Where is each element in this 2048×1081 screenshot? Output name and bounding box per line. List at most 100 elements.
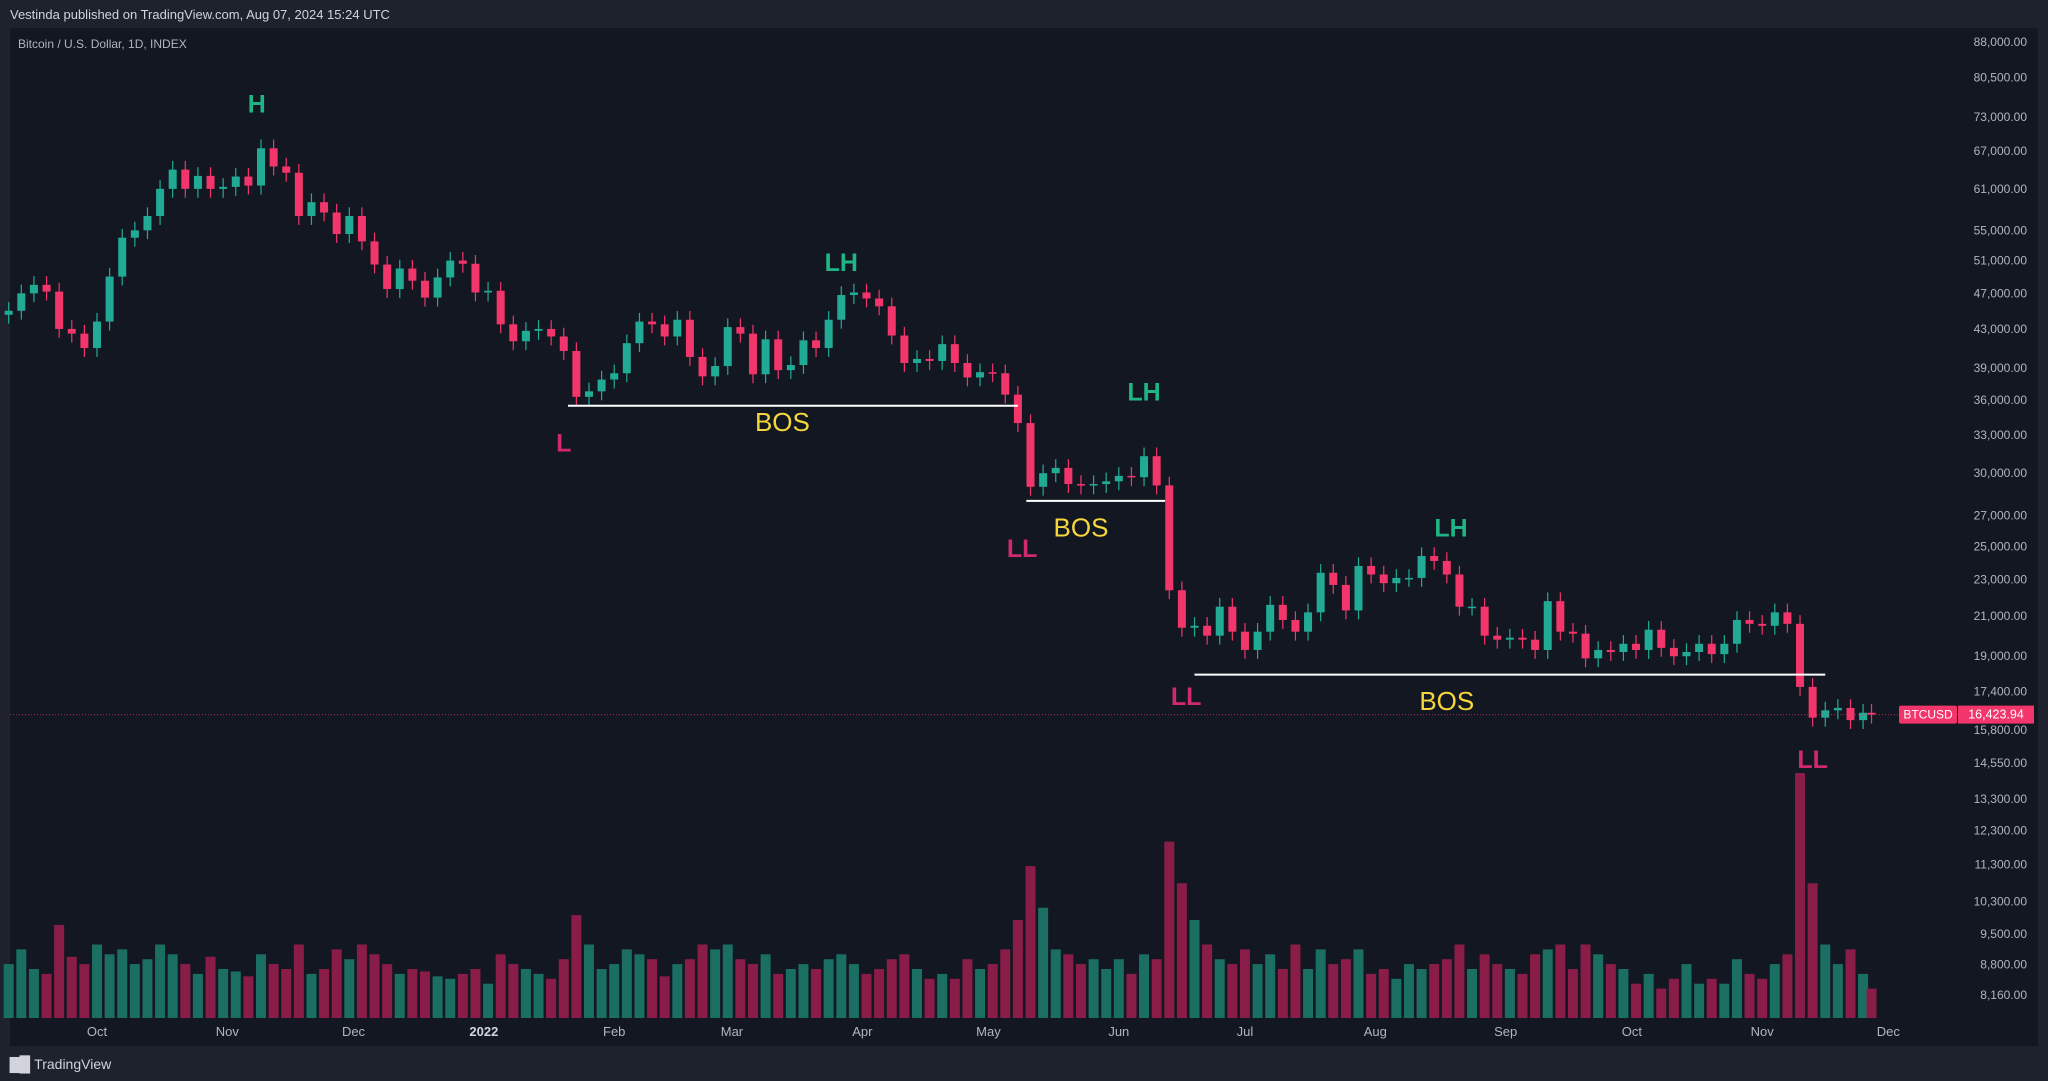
volume-bar [1731, 959, 1742, 1018]
candle-body [925, 358, 934, 361]
volume-bar [1315, 949, 1326, 1018]
candle-body [887, 306, 896, 336]
candle-body [1417, 555, 1426, 578]
y-tick-label: 33,000.00 [1974, 428, 2028, 442]
candle-body [912, 358, 921, 363]
candle-body [1745, 619, 1754, 624]
volume-bar [848, 964, 859, 1018]
volume-bar [911, 969, 922, 1018]
candle-body [433, 277, 442, 298]
y-tick-label: 73,000.00 [1974, 110, 2028, 124]
candle-body [1821, 710, 1830, 718]
volume-bar [319, 969, 330, 1018]
volume-bar [1795, 773, 1806, 1018]
candle-body [496, 290, 505, 325]
volume-bar [306, 973, 317, 1018]
candle-body [963, 362, 972, 378]
candle-body [1291, 619, 1300, 632]
candle-body [395, 268, 404, 290]
volume-bar [155, 944, 166, 1018]
candle-body [383, 264, 392, 290]
volume-bar [1517, 973, 1528, 1018]
candle-body [1505, 637, 1514, 640]
volume-bar [1252, 964, 1263, 1018]
volume-bar [1694, 983, 1705, 1018]
y-tick-label: 88,000.00 [1974, 35, 2028, 49]
volume-bar [798, 964, 809, 1018]
candle-body [1758, 623, 1767, 626]
volume-bar [583, 944, 594, 1018]
candle-body [1493, 635, 1502, 640]
candle-body [1682, 652, 1691, 657]
volume-bar [1744, 973, 1755, 1018]
candle-body [320, 202, 329, 213]
volume-bar [1441, 959, 1452, 1018]
annotation-high: LH [1434, 514, 1467, 542]
y-tick-label: 39,000.00 [1974, 361, 2028, 375]
volume-bar [230, 971, 241, 1018]
volume-bar [508, 964, 519, 1018]
candle-body [1644, 629, 1653, 650]
candle-body [1152, 456, 1161, 486]
x-tick-label: May [976, 1024, 1001, 1039]
x-tick-label: Dec [1877, 1024, 1901, 1039]
candle-body [547, 328, 556, 337]
volume-bar [104, 954, 115, 1018]
footer-brand[interactable]: ▇█ TradingView [10, 1055, 111, 1073]
volume-bar [1126, 973, 1137, 1018]
x-tick-label: Feb [603, 1024, 625, 1039]
candle-body [824, 319, 833, 349]
candle-body [1203, 625, 1212, 636]
candle-body [1089, 484, 1098, 486]
volume-bar [634, 954, 645, 1018]
candle-body [597, 379, 606, 392]
volume-bar [1542, 949, 1553, 1018]
volume-bar [1643, 973, 1654, 1018]
chart-panel[interactable] [10, 28, 2038, 1046]
candle-body [736, 327, 745, 334]
volume-bar [1593, 954, 1604, 1018]
y-tick-label: 10,300.00 [1974, 895, 2028, 909]
candle-body [610, 373, 619, 380]
volume-bar [1858, 973, 1869, 1018]
candle-body [1392, 577, 1401, 584]
candle-body [534, 328, 543, 331]
candle-body [1468, 606, 1477, 609]
candle-body [572, 350, 581, 397]
candle-body [1316, 572, 1325, 613]
candle-body [635, 321, 644, 344]
candle-body [332, 212, 341, 234]
volume-bar [1530, 954, 1541, 1018]
candle-body [1783, 612, 1792, 624]
y-tick-label: 11,300.00 [1975, 857, 2028, 871]
x-tick-label: Jul [1237, 1024, 1254, 1039]
candle-body [622, 343, 631, 374]
volume-bar [949, 978, 960, 1018]
volume-bar [1429, 964, 1440, 1018]
candle-body [1064, 467, 1073, 485]
volume-bar [1656, 988, 1667, 1018]
candle-body [219, 186, 228, 189]
candle-body [1707, 643, 1716, 655]
x-tick-label: Oct [87, 1024, 108, 1039]
candle-body [559, 336, 568, 351]
candle-body [130, 230, 139, 238]
volume-bar [546, 978, 557, 1018]
candle-body [1808, 686, 1817, 718]
volume-bar [1025, 866, 1036, 1018]
candle-body [1013, 394, 1022, 424]
candle-body [1770, 612, 1779, 626]
candle-body [988, 372, 997, 374]
x-tick-label: Mar [721, 1024, 744, 1039]
volume-bar [1504, 969, 1515, 1018]
volume-bar [1403, 964, 1414, 1018]
candle-body [484, 290, 493, 293]
y-tick-label: 13,300.00 [1974, 792, 2028, 806]
candle-body [1051, 467, 1060, 474]
candle-body [1001, 373, 1010, 395]
candle-body [1455, 574, 1464, 607]
volume-bar [1719, 983, 1730, 1018]
volume-bar [483, 983, 494, 1018]
y-tick-label: 17,400.00 [1974, 684, 2028, 698]
